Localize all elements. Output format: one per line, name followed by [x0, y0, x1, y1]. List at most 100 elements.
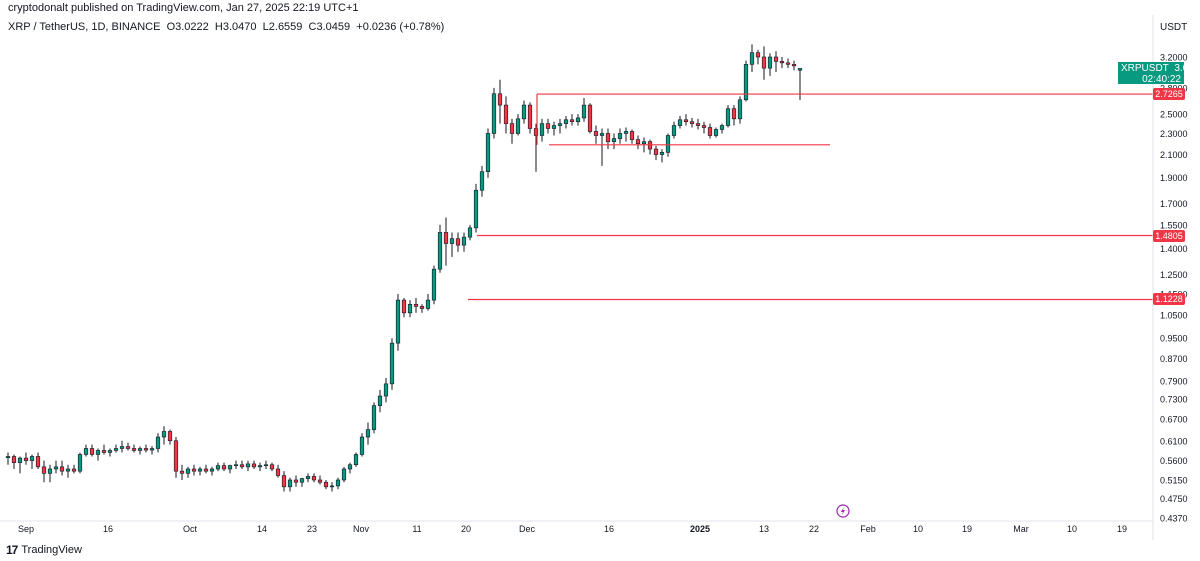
candle-body — [521, 104, 527, 120]
price-tick-label: 0.9500 — [1160, 334, 1188, 344]
time-tick-label: Mar — [1013, 524, 1029, 534]
publisher-attribution: cryptodonalt published on TradingView.co… — [8, 2, 359, 14]
candle-body — [101, 450, 107, 453]
price-tick-label: 1.9000 — [1160, 173, 1188, 183]
candle-body — [683, 119, 689, 122]
time-tick-label: 23 — [307, 524, 317, 534]
candle-body — [281, 475, 287, 488]
candle-body — [179, 470, 185, 474]
candle-body — [485, 133, 491, 172]
time-tick-label: 10 — [1067, 524, 1077, 534]
candle-body — [311, 476, 317, 481]
candle-body — [251, 463, 257, 468]
ohlc-high-label: H — [214, 21, 223, 33]
candle-body — [677, 119, 683, 126]
candle-body — [113, 448, 119, 451]
price-tick-label: 0.5600 — [1160, 456, 1188, 466]
time-tick-label: 16 — [604, 524, 614, 534]
candle-body — [377, 395, 383, 406]
candle-body — [443, 232, 449, 244]
candle-body — [389, 342, 395, 385]
candle-body — [293, 479, 299, 483]
candle-body — [125, 446, 131, 449]
candle-body — [239, 464, 245, 468]
candle-body — [41, 466, 47, 474]
price-tick-label: 0.7900 — [1160, 376, 1188, 386]
candle-body — [137, 448, 143, 451]
candle-body — [461, 236, 467, 246]
price-tick-label: 1.2500 — [1160, 270, 1188, 280]
ohlc-change: +0.0236 (+0.78%) — [356, 21, 445, 33]
symbol-ohlc-legend: XRP / TetherUS, 1D, BINANCE O3.0222 H3.0… — [8, 21, 444, 33]
candle-body — [155, 436, 161, 449]
candle-body — [353, 454, 359, 466]
price-tick-label: 0.4750 — [1160, 494, 1188, 504]
candle-body — [209, 468, 215, 472]
candle-body — [221, 465, 227, 470]
lightning-icon[interactable] — [836, 504, 850, 518]
candle-body — [89, 448, 95, 455]
tradingview-logo-icon: 17 — [6, 543, 18, 557]
candle-body — [77, 454, 83, 472]
candle-body — [29, 456, 35, 461]
level-tag-1: 2.7265 — [1153, 88, 1185, 100]
time-tick-label: 11 — [412, 524, 421, 534]
candle-body — [533, 128, 539, 136]
candle-body — [269, 464, 275, 470]
candle-body — [347, 464, 353, 470]
candle-body — [233, 464, 239, 467]
brand-name: TradingView — [21, 544, 82, 556]
candle-body — [797, 68, 803, 71]
price-tick-label: 0.6100 — [1160, 436, 1188, 446]
price-tick-label: 2.1000 — [1160, 150, 1188, 160]
time-tick-label: 10 — [913, 524, 923, 534]
candle-body — [407, 303, 413, 314]
candle-body — [185, 468, 191, 474]
candle-body — [695, 123, 701, 126]
candle-body — [779, 61, 785, 64]
candle-body — [455, 238, 461, 246]
candle-body — [119, 446, 125, 449]
time-tick-label: 19 — [1117, 524, 1127, 534]
ohlc-high: 3.0470 — [222, 21, 257, 33]
price-tag-countdown: 02:40:22 — [1142, 74, 1181, 85]
candle-body — [641, 141, 647, 145]
candle-body — [761, 56, 767, 69]
price-axis-currency[interactable]: USDT — [1160, 22, 1188, 33]
candle-body — [551, 125, 557, 129]
price-tag-value: 3.0459 — [1174, 63, 1200, 74]
time-tick-label: Oct — [183, 524, 198, 534]
candle-body — [413, 303, 419, 307]
ohlc-low-label: L — [262, 21, 269, 33]
tradingview-brand[interactable]: 17 TradingView — [6, 543, 82, 557]
candle-body — [659, 152, 665, 155]
candle-body — [191, 468, 197, 472]
candle-body — [611, 138, 617, 142]
candle-body — [635, 139, 641, 145]
symbol-title[interactable]: XRP / TetherUS, 1D, BINANCE — [8, 21, 161, 33]
candle-body — [59, 466, 65, 472]
time-tick-label: 20 — [461, 524, 471, 534]
candle-body — [473, 189, 479, 229]
candle-body — [35, 456, 41, 468]
candle-body — [287, 479, 293, 488]
candle-body — [275, 468, 281, 476]
candle-body — [431, 268, 437, 301]
time-tick-label: 22 — [809, 524, 819, 534]
candle-body — [629, 131, 635, 140]
candle-body — [5, 456, 11, 458]
time-tick-label: Sep — [18, 524, 34, 534]
candle-body — [749, 52, 755, 65]
candle-body — [653, 148, 659, 155]
time-axis-ticks: Sep 16 Oct 14 23 Nov 11 20 Dec 16 2025 13 22 Feb 10 19 M… — [18, 524, 1127, 534]
candle-body — [557, 123, 563, 126]
price-tick-label: 1.0500 — [1160, 311, 1188, 321]
candle-body — [167, 431, 173, 442]
candle-body — [341, 468, 347, 481]
candle-body — [623, 131, 629, 134]
candle-body — [503, 104, 509, 124]
time-tick-label: 13 — [759, 524, 769, 534]
candle-body — [329, 485, 335, 488]
candle-body — [371, 405, 377, 430]
